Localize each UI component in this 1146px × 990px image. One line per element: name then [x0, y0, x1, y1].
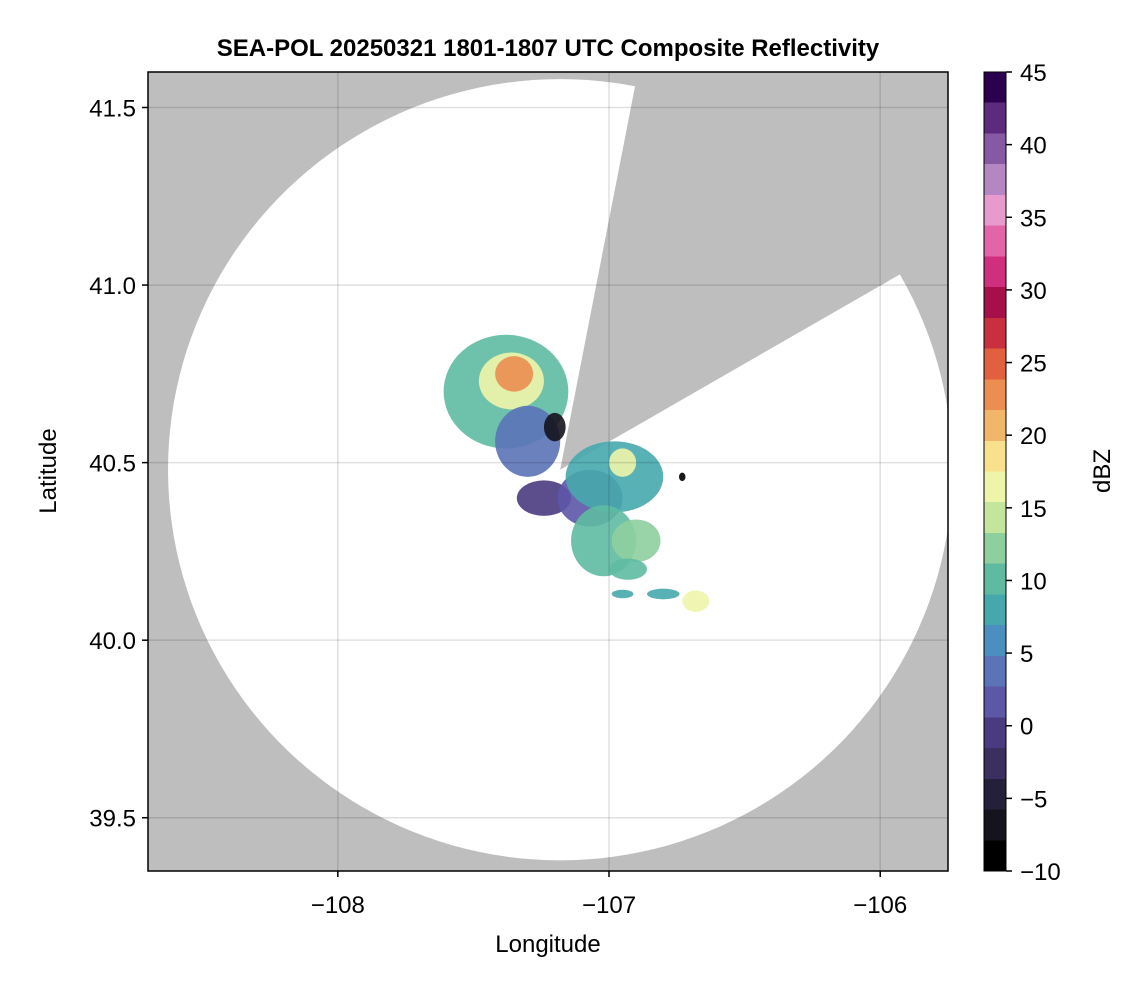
colorbar-ticks: −10 −5 0 5 10 15 20 25 30 35 40 45	[1006, 60, 1061, 886]
colorbar-tick-label: 0	[1020, 714, 1033, 741]
colorbar-tick-label: 35	[1020, 205, 1047, 232]
echo-cell	[543, 412, 566, 442]
colorbar: −10 −5 0 5 10 15 20 25 30 35 40 45 dBZ	[983, 60, 1116, 886]
chart-title: SEA-POL 20250321 1801-1807 UTC Composite…	[217, 35, 880, 62]
y-axis-ticks: 39.5 40.0 40.5 41.0 41.5	[89, 96, 148, 833]
colorbar-label: dBZ	[1089, 449, 1116, 493]
x-axis-label: Longitude	[495, 931, 600, 958]
plot-frame	[147, 71, 949, 872]
echo-cell	[495, 356, 534, 392]
x-tick-label: −106	[853, 892, 907, 919]
echo-cell	[682, 590, 710, 612]
colorbar-gradient	[983, 71, 1007, 872]
radar-coverage-area	[168, 79, 948, 861]
x-tick-label: −107	[582, 892, 636, 919]
x-axis-ticks: −108 −107 −106	[311, 871, 907, 919]
echo-cell	[609, 448, 637, 477]
echo-cell	[516, 480, 572, 516]
colorbar-tick-label: 5	[1020, 641, 1033, 668]
y-tick-label: 41.0	[89, 273, 136, 300]
echo-cell	[571, 505, 637, 577]
grid-lines	[148, 72, 948, 871]
y-tick-label: 41.5	[89, 96, 136, 123]
y-tick-label: 40.5	[89, 451, 136, 478]
reflectivity-echoes	[443, 334, 710, 612]
colorbar-tick-label: −5	[1020, 786, 1047, 813]
echo-cell	[646, 588, 680, 600]
echo-cell	[678, 472, 686, 482]
colorbar-tick-label: 45	[1020, 60, 1047, 87]
colorbar-tick-label: 30	[1020, 278, 1047, 305]
plot-area: −108 −107 −106 39.5 40.0 40.5 41.0 41.5	[89, 71, 949, 919]
colorbar-tick-label: 25	[1020, 351, 1047, 378]
colorbar-tick-label: 15	[1020, 496, 1047, 523]
colorbar-tick-label: 10	[1020, 568, 1047, 595]
y-tick-label: 40.0	[89, 628, 136, 655]
echo-cell	[565, 441, 664, 513]
x-tick-label: −108	[311, 892, 365, 919]
y-tick-label: 39.5	[89, 806, 136, 833]
colorbar-tick-label: 20	[1020, 423, 1047, 450]
echo-cell	[611, 519, 661, 563]
echo-cell	[609, 558, 647, 580]
y-axis-label: Latitude	[35, 428, 62, 513]
echo-cell	[495, 405, 561, 477]
colorbar-tick-label: 40	[1020, 133, 1047, 160]
echo-cell	[611, 589, 634, 599]
colorbar-tick-label: −10	[1020, 859, 1061, 886]
